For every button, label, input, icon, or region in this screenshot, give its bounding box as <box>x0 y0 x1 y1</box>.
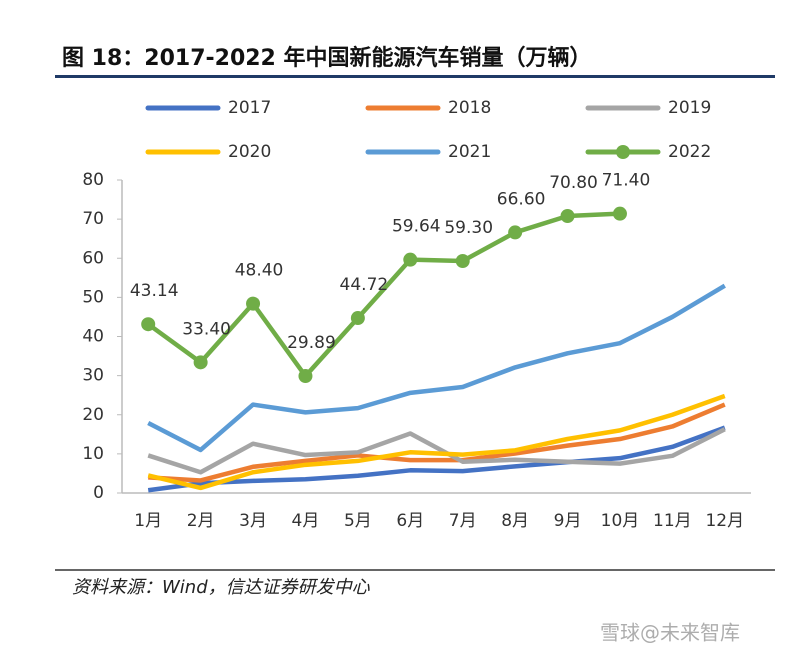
y-tick-label: 50 <box>82 287 104 307</box>
x-tick-label: 10月 <box>601 511 640 531</box>
y-tick-label: 70 <box>82 209 104 229</box>
x-tick-label: 6月 <box>396 511 424 531</box>
data-label: 43.14 <box>130 281 179 301</box>
title-rule <box>55 75 775 78</box>
legend-label: 2020 <box>228 142 271 162</box>
series-line <box>146 211 621 379</box>
source: 资料来源：Wind，信达证券研发中心 <box>72 577 371 598</box>
x-tick-label: 1月 <box>134 511 162 531</box>
point-marker <box>350 311 365 326</box>
series-line <box>147 393 726 491</box>
x-tick-label: 5月 <box>344 511 372 531</box>
x-tick-label: 9月 <box>554 511 582 531</box>
x-tick-label: 8月 <box>501 511 529 531</box>
data-label: 48.40 <box>235 261 284 281</box>
x-tick-label: 12月 <box>705 511 744 531</box>
data-label: 33.40 <box>182 319 231 339</box>
x-tick-label: 2月 <box>187 511 215 531</box>
y-tick-label: 20 <box>82 405 104 425</box>
point-marker <box>246 296 261 311</box>
x-tick-label: 4月 <box>292 511 320 531</box>
x-tick-label: 7月 <box>449 511 477 531</box>
point-marker <box>141 317 156 332</box>
point-marker <box>455 253 470 268</box>
point-marker <box>298 369 313 384</box>
data-label: 66.60 <box>497 189 546 209</box>
y-tick-label: 40 <box>82 327 104 347</box>
point-marker <box>403 252 418 267</box>
point-marker <box>612 206 627 221</box>
y-tick-label: 30 <box>82 366 104 386</box>
y-tick-label: 0 <box>93 483 104 503</box>
series-line <box>147 427 726 475</box>
point-marker <box>508 225 523 240</box>
legend-label: 2019 <box>668 98 711 118</box>
data-label: 29.89 <box>287 333 336 353</box>
x-tick-label: 3月 <box>239 511 267 531</box>
legend-label: 2018 <box>448 98 491 118</box>
data-label: 71.40 <box>602 171 651 191</box>
data-label: 70.80 <box>549 173 598 193</box>
y-tick-label: 80 <box>82 170 104 190</box>
legend-label: 2022 <box>668 142 711 162</box>
series-line <box>147 425 726 493</box>
y-tick-label: 10 <box>82 444 104 464</box>
legend-marker <box>616 145 630 159</box>
series-line <box>147 283 726 453</box>
data-label: 44.72 <box>340 275 389 295</box>
data-label: 59.64 <box>392 217 441 237</box>
chart-title: 图 18：2017-2022 年中国新能源汽车销量（万辆） <box>62 45 592 71</box>
data-label: 59.30 <box>444 218 493 238</box>
watermark: 雪球@未来智库 <box>600 621 740 645</box>
point-marker <box>560 208 575 223</box>
point-marker <box>193 355 208 370</box>
legend-label: 2021 <box>448 142 491 162</box>
legend-label: 2017 <box>228 98 271 118</box>
y-tick-label: 60 <box>82 248 104 268</box>
series-line <box>148 402 726 483</box>
x-tick-label: 11月 <box>653 511 692 531</box>
